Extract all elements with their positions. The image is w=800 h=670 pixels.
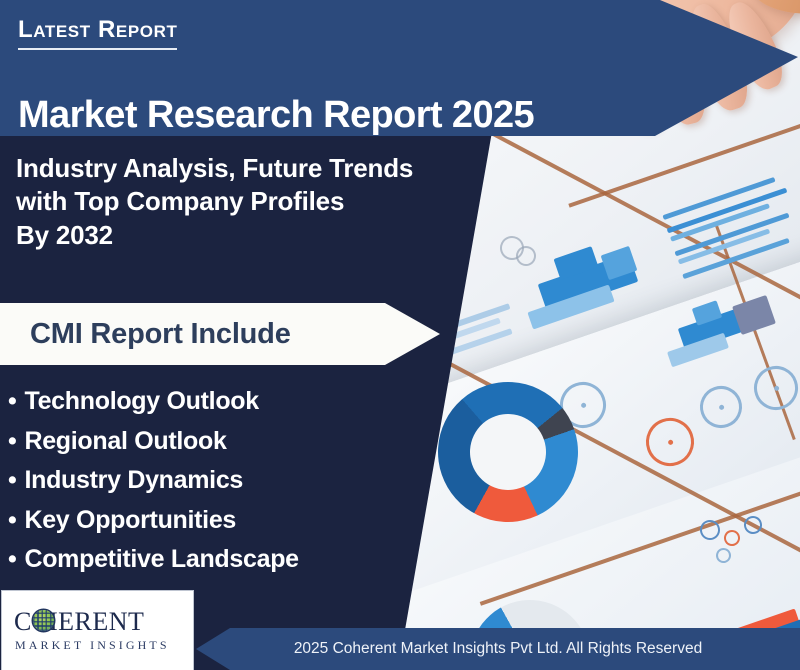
logo-coherent-market-insights: C HERENT MARKET INSIGHTS bbox=[2, 591, 193, 670]
list-item: Key Opportunities bbox=[8, 501, 299, 541]
footer-bar bbox=[196, 628, 800, 670]
ribbon-label: CMI Report Include bbox=[30, 318, 291, 350]
list-item: Competitive Landscape bbox=[8, 540, 299, 580]
header-blue-band bbox=[0, 0, 798, 136]
kicker-latest-report: Latest Report bbox=[18, 18, 178, 50]
copyright-text: 2025 Coherent Market Insights Pvt Ltd. A… bbox=[293, 640, 703, 657]
list-item: Regional Outlook bbox=[8, 422, 299, 462]
page-title: Market Research Report 2025 bbox=[18, 94, 535, 137]
globe-icon bbox=[33, 610, 54, 631]
subtitle-line-3: By 2032 bbox=[16, 219, 113, 250]
list-item: Technology Outlook bbox=[8, 382, 299, 422]
ribbon-arrow-shape bbox=[0, 303, 440, 365]
subtitle-block: Industry Analysis, Future Trends with To… bbox=[16, 152, 413, 252]
subtitle-line-2: with Top Company Profiles bbox=[16, 186, 345, 217]
bullet-list: Technology Outlook Regional Outlook Indu… bbox=[8, 382, 299, 580]
logo-tagline: MARKET INSIGHTS bbox=[15, 638, 170, 652]
subtitle-line-1: Industry Analysis, Future Trends bbox=[16, 153, 414, 183]
list-item: Industry Dynamics bbox=[8, 461, 299, 501]
